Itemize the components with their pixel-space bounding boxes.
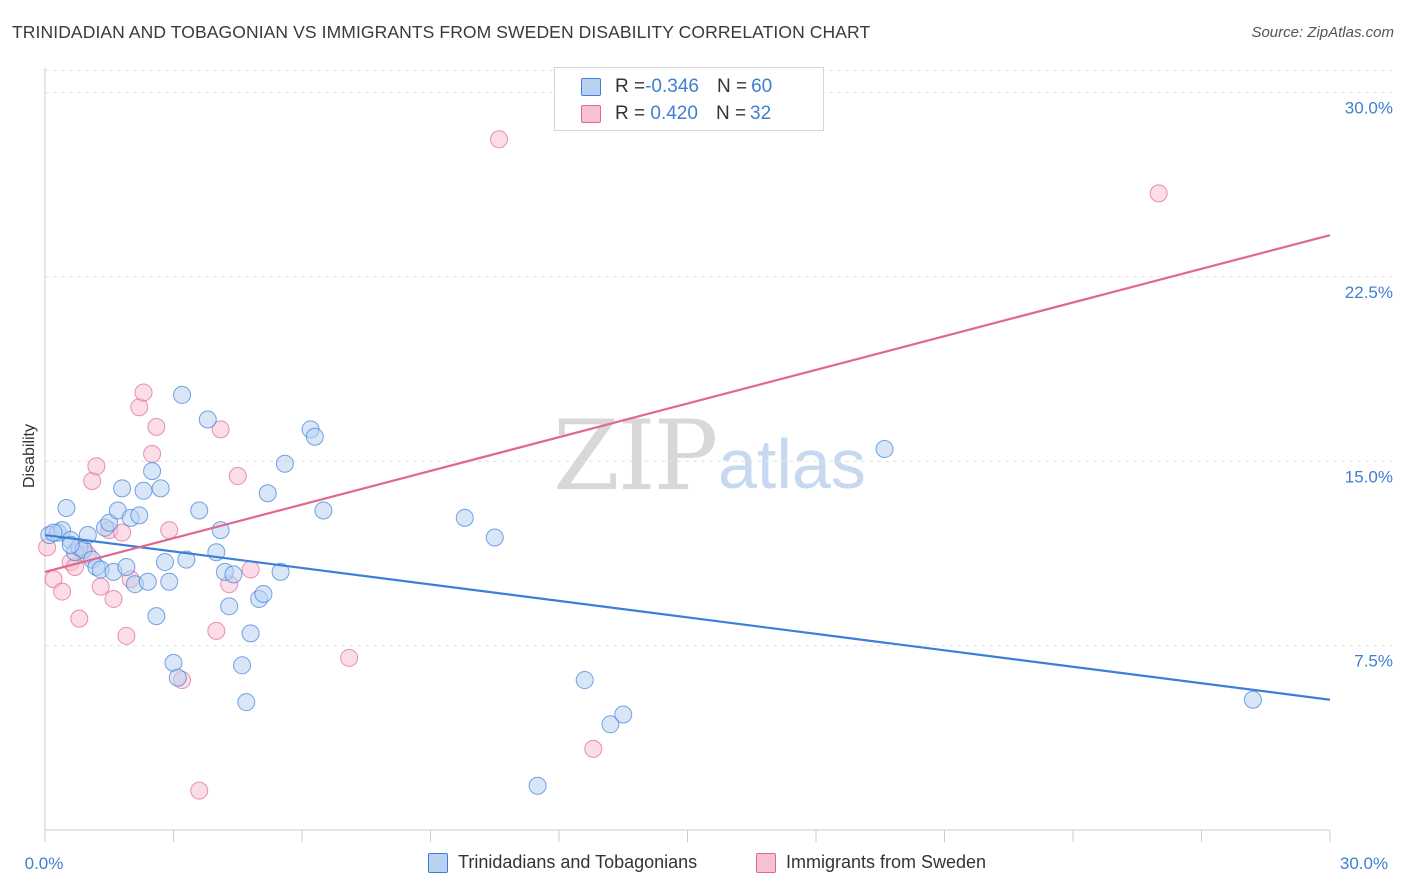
bottom-legend-swatch-pink <box>756 852 776 873</box>
y-tick-label: 7.5% <box>1354 652 1393 671</box>
trinidad-point <box>254 585 273 604</box>
trinidad-point <box>275 454 294 473</box>
sweden-point <box>228 467 247 486</box>
bottom-legend-trinidad: Trinidadians and Tobagonians <box>428 852 697 873</box>
sweden-point <box>87 457 106 476</box>
legend-swatch-blue <box>581 78 601 96</box>
trinidad-point <box>117 557 136 576</box>
trinidad-point <box>61 535 80 554</box>
trinidad-point <box>224 565 243 584</box>
y-tick-label: 30.0% <box>1345 99 1393 118</box>
trinidad-point <box>220 597 239 616</box>
trinidad-point <box>44 523 63 542</box>
sweden-point <box>53 582 72 601</box>
trinidad-point <box>151 479 170 498</box>
bottom-legend-swatch-blue <box>428 852 448 873</box>
legend-n-label: N = <box>716 76 748 97</box>
sweden-point <box>490 130 509 149</box>
x-tick-label-min: 0.0% <box>25 854 64 873</box>
trinidad-point <box>1243 690 1262 709</box>
trinidad-point <box>258 484 277 503</box>
legend-n-value: 32 <box>750 103 772 124</box>
series-sweden-points <box>38 130 1168 800</box>
legend-swatch-pink <box>581 105 601 123</box>
trinidad-point <box>314 501 333 520</box>
sweden-point <box>113 523 132 542</box>
x-tick-label-max: 30.0% <box>1340 854 1388 873</box>
legend-r-label: R = <box>615 103 646 124</box>
sweden-point <box>160 521 179 540</box>
legend-n-label: N = <box>715 103 747 124</box>
trinidad-point <box>138 572 157 591</box>
trinidad-point <box>130 506 149 525</box>
y-tick-labels: 7.5% 15.0% 22.5% 30.0% <box>1345 99 1393 671</box>
sweden-point <box>117 626 136 645</box>
trinidad-point <box>173 385 192 404</box>
chart-source: Source: ZipAtlas.com <box>1251 24 1394 41</box>
y-tick-label: 22.5% <box>1345 283 1393 302</box>
sweden-point <box>70 609 89 628</box>
legend-row-sweden: R = 0.420 N = 32 <box>581 101 771 127</box>
trend-lines <box>44 234 1331 701</box>
axis-ticks <box>44 830 1331 842</box>
trinidad-point <box>198 410 217 429</box>
trinidad-point <box>147 607 166 626</box>
sweden-point <box>1149 184 1168 203</box>
watermark-zip: ZIP <box>553 400 718 512</box>
watermark-atlas: atlas <box>718 425 866 503</box>
trinidad-point <box>305 427 324 446</box>
sweden-point <box>340 648 359 667</box>
trinidad-point <box>177 550 196 569</box>
bottom-legend-label: Trinidadians and Tobagonians <box>458 852 698 872</box>
trinidad-point <box>233 656 252 675</box>
trinidad-point <box>143 462 162 481</box>
correlation-legend: R = -0.346 N = 60 R = 0.420 N = 32 <box>554 67 824 131</box>
trinidad-point <box>168 668 187 687</box>
trinidad-point <box>237 693 256 712</box>
sweden-point <box>134 383 153 402</box>
series-trinidad-points <box>40 385 1262 795</box>
sweden-point <box>147 417 166 436</box>
legend-n-value: 60 <box>751 76 773 97</box>
trinidad-trend-line <box>44 533 1331 701</box>
sweden-point <box>241 560 260 579</box>
trinidad-point <box>575 671 594 690</box>
trinidad-point <box>614 705 633 724</box>
sweden-point <box>207 621 226 640</box>
trinidad-point <box>134 481 153 500</box>
sweden-point <box>190 781 209 800</box>
legend-r-value: 0.420 <box>645 103 698 124</box>
trinidad-point <box>100 513 119 532</box>
legend-r-label: R = <box>615 76 646 97</box>
trinidad-point <box>875 440 894 458</box>
sweden-point <box>91 577 110 596</box>
bottom-legend-label: Immigrants from Sweden <box>786 852 987 872</box>
y-axis-label: Disability <box>21 424 38 488</box>
legend-r-value: -0.346 <box>645 76 699 97</box>
trinidad-point <box>455 508 474 527</box>
trinidad-point <box>190 501 209 520</box>
trinidad-point <box>57 498 76 517</box>
axes <box>44 68 1330 831</box>
trinidad-point <box>155 553 174 572</box>
sweden-point <box>584 739 603 758</box>
trinidad-point <box>113 479 132 498</box>
chart-title: TRINIDADIAN AND TOBAGONIAN VS IMMIGRANTS… <box>12 22 871 42</box>
trinidad-point <box>271 562 290 581</box>
gridlines <box>45 69 1392 647</box>
sweden-point <box>104 589 123 608</box>
y-tick-label: 15.0% <box>1345 467 1393 486</box>
legend-row-trinidad: R = -0.346 N = 60 <box>581 74 772 100</box>
trinidad-point <box>485 528 504 547</box>
sweden-trend-line <box>44 234 1331 573</box>
bottom-legend-sweden: Immigrants from Sweden <box>756 852 986 873</box>
trinidad-point <box>160 572 179 591</box>
trinidad-point <box>241 624 260 643</box>
trinidad-point <box>528 776 547 795</box>
trinidad-point <box>601 715 620 734</box>
sweden-point <box>211 420 230 439</box>
sweden-point <box>143 444 162 463</box>
